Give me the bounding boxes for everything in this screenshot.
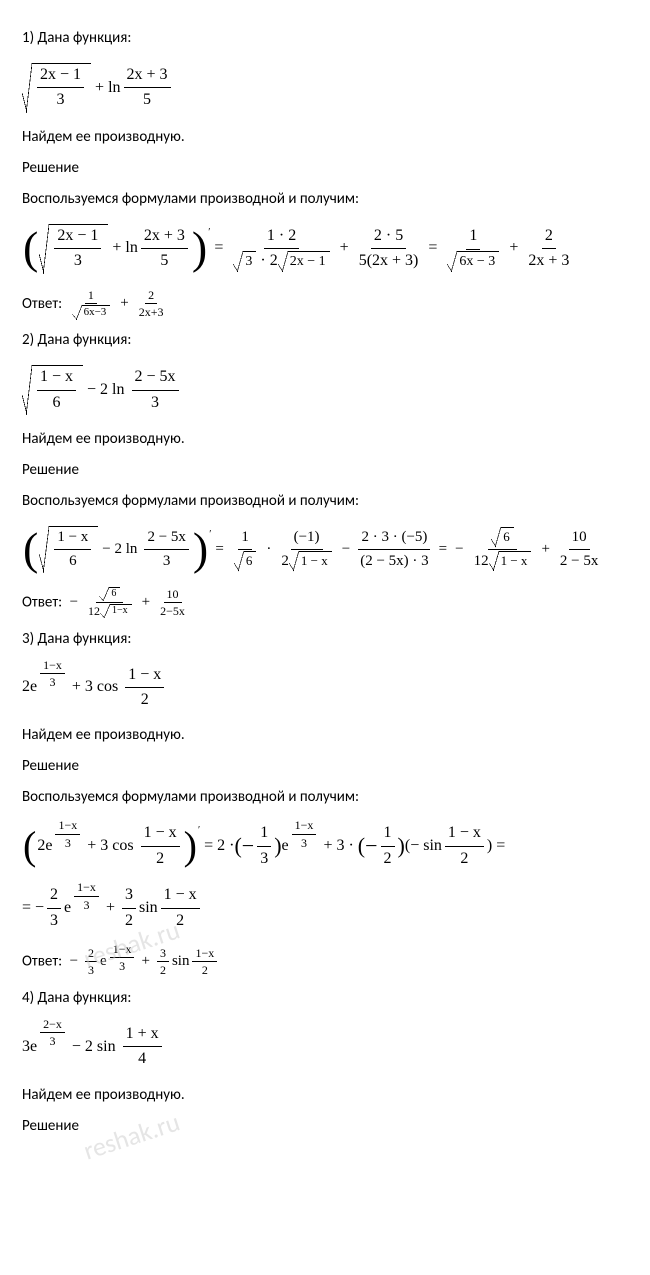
p2-sol-txt: Воспользуемся формулами производной и по… (22, 491, 628, 512)
p2-find: Найдем ее производную. (22, 429, 628, 450)
p1-intro: 1) Дана функция: (22, 28, 628, 49)
p1-find: Найдем ее производную. (22, 127, 628, 148)
p3-sol-h: Решение (22, 756, 628, 777)
p1-function: 2x − 13 + ln 2x + 35 (22, 63, 628, 113)
p3-find: Найдем ее производную. (22, 725, 628, 746)
p3-sol-txt: Воспользуемся формулами производной и по… (22, 787, 628, 808)
p2-function: 1 − x6 − 2 ln 2 − 5x3 (22, 365, 628, 415)
p4-intro: 4) Дана функция: (22, 988, 628, 1009)
p3-intro: 3) Дана функция: (22, 629, 628, 650)
p1-derivation: ( 2x − 13 + ln 2x + 35 ) ′ = 1 · 2 3 ·2 … (22, 224, 628, 274)
p1-sol-h: Решение (22, 158, 628, 179)
p1-sol-txt: Воспользуемся формулами производной и по… (22, 189, 628, 210)
p3-function: 2e 1−x3 + 3 cos 1 − x2 (22, 664, 628, 712)
p2-derivation: ( 1 − x6 − 2 ln 2 − 5x3 ) ′ = 1 6 · (−1)… (22, 526, 628, 573)
p4-find: Найдем ее производную. (22, 1085, 628, 1106)
p4-sol-h: Решение (22, 1116, 628, 1137)
p4-function: 3e 2−x3 − 2 sin 1 + x4 (22, 1023, 628, 1071)
p1-answer: Ответ: 1 6x−3 + 22x+3 (22, 288, 628, 321)
p2-answer: Ответ: − 6 121−x + 102−5x (22, 587, 628, 619)
p3-derivation-l1: ( 2e 1−x3 + 3 cos 1 − x2 ) ′ = 2 · (− 13… (22, 822, 628, 870)
p2-intro: 2) Дана функция: (22, 330, 628, 351)
p3-answer: Ответ: − 23 e 1−x3 + 32 sin 1−x2 (22, 946, 628, 978)
p2-sol-h: Решение (22, 460, 628, 481)
p3-derivation-l2: = − 23 e 1−x3 + 32 sin 1 − x2 (22, 884, 628, 932)
